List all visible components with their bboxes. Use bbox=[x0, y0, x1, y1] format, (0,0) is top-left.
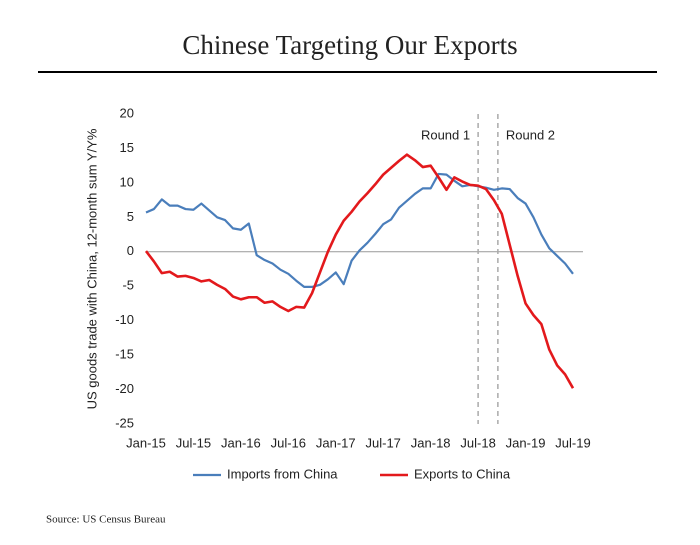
y-tick-label: 0 bbox=[127, 243, 134, 258]
x-tick-label: Jan-18 bbox=[411, 435, 451, 450]
source: Source: US Census Bureau bbox=[46, 514, 166, 526]
series-line bbox=[144, 153, 575, 389]
y-tick-label: -20 bbox=[115, 381, 134, 396]
y-tick-label: 5 bbox=[127, 209, 134, 224]
x-tick-label: Jul-15 bbox=[176, 435, 211, 450]
y-tick-label: 20 bbox=[120, 105, 134, 120]
annotation: Round 1 bbox=[421, 127, 470, 142]
x-tick-label: Jan-16 bbox=[221, 435, 261, 450]
legend-label: Exports to China bbox=[414, 466, 511, 481]
x-tick-label: Jan-15 bbox=[126, 435, 166, 450]
y-tick-label: 15 bbox=[120, 140, 134, 155]
x-tick-label: Jan-17 bbox=[316, 435, 356, 450]
x-tick-label: Jul-17 bbox=[366, 435, 401, 450]
annotation: Round 2 bbox=[506, 127, 555, 142]
x-tick-label: Jan-19 bbox=[506, 435, 546, 450]
y-tick-label: -10 bbox=[115, 312, 134, 327]
x-tick-label: Jul-16 bbox=[271, 435, 306, 450]
y-tick-label: -15 bbox=[115, 347, 134, 362]
y-axis-label: US goods trade with China, 12-month sum … bbox=[84, 128, 99, 409]
chart-title: Chinese Targeting Our Exports bbox=[182, 30, 517, 60]
y-tick-label: -25 bbox=[115, 415, 134, 430]
legend-label: Imports from China bbox=[227, 466, 338, 481]
series-line bbox=[145, 172, 574, 289]
y-tick-label: 10 bbox=[120, 174, 134, 189]
x-tick-label: Jul-19 bbox=[555, 435, 590, 450]
x-tick-label: Jul-18 bbox=[460, 435, 495, 450]
y-tick-label: -5 bbox=[122, 278, 134, 293]
